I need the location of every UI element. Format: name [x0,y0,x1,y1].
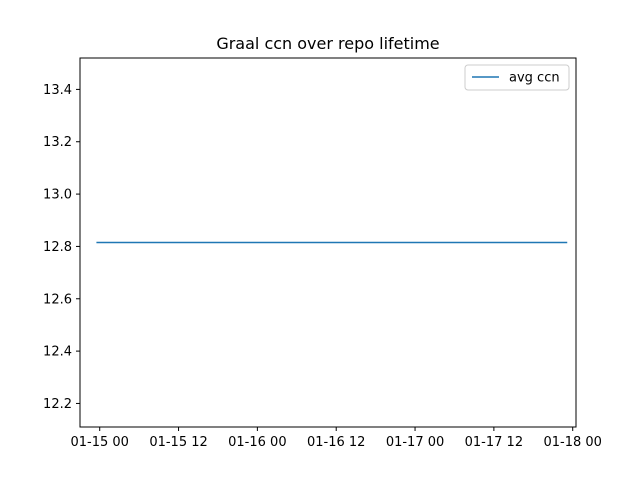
x-tick-label: 01-18 00 [543,435,601,450]
y-tick-label: 12.4 [43,345,72,360]
x-tick-label: 01-16 12 [307,435,365,450]
x-tick-label: 01-17 12 [465,435,523,450]
legend: avg ccn [464,64,570,91]
y-tick-label: 13.2 [43,135,72,150]
x-tick-label: 01-17 00 [386,435,444,450]
y-tick-label: 12.6 [43,292,72,307]
y-tick-label: 12.8 [43,240,72,255]
x-axis: 01-15 00 01-15 12 01-16 00 01-16 12 01-17 00… [70,427,602,450]
y-tick-label: 13.4 [43,83,72,98]
y-axis: 12.2 12.4 12.6 12.8 13.0 13.2 13.4 [43,83,80,412]
chart-title: Graal ccn over repo lifetime [216,34,439,53]
y-tick-label: 12.2 [43,397,72,412]
legend-label: avg ccn [509,71,560,86]
x-tick-label: 01-16 00 [228,435,286,450]
x-tick-label: 01-15 00 [70,435,128,450]
x-tick-label: 01-15 12 [149,435,207,450]
y-tick-label: 13.0 [43,188,72,203]
plot-area-frame [79,57,577,428]
legend-box [464,64,570,91]
